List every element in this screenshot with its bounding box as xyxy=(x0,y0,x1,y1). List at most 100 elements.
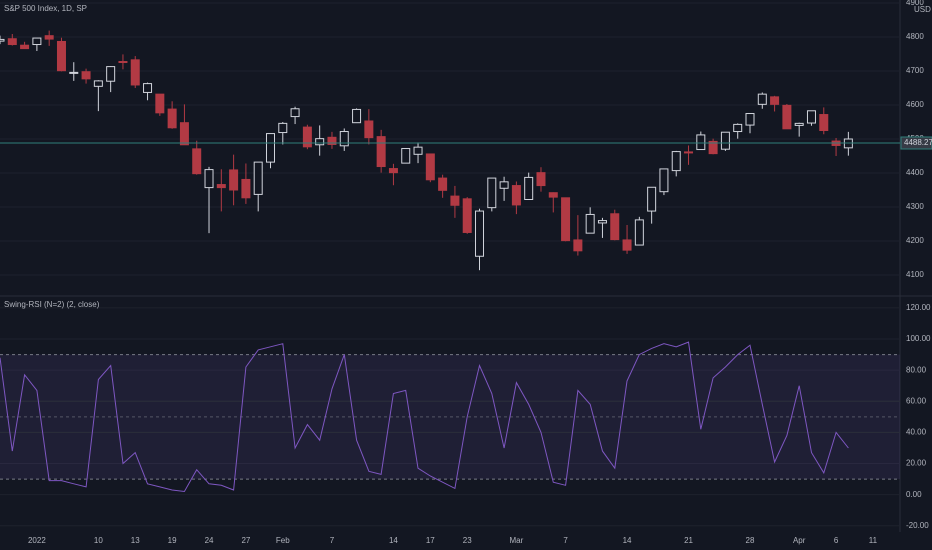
candle-body xyxy=(7,38,17,46)
candle-body xyxy=(659,168,669,193)
x-tick-label: 14 xyxy=(389,536,398,545)
candle-body xyxy=(106,66,116,82)
x-tick-label: Mar xyxy=(510,536,524,545)
candle-body xyxy=(647,186,657,212)
candle-body xyxy=(610,213,620,241)
x-tick-label: 7 xyxy=(563,536,568,545)
candle-body xyxy=(302,126,312,148)
candle-body xyxy=(204,169,214,189)
candle-body xyxy=(450,195,460,206)
y-tick-label: 20.00 xyxy=(906,459,927,468)
price-label-box xyxy=(900,136,932,150)
y-tick-label: 120.00 xyxy=(906,303,931,312)
candle-body xyxy=(806,110,816,124)
candle-body xyxy=(794,122,804,126)
candle-body xyxy=(44,35,54,40)
candle-body xyxy=(265,133,275,163)
candle-body xyxy=(499,181,509,189)
x-tick-label: 10 xyxy=(94,536,103,545)
x-tick-label: Feb xyxy=(276,536,290,545)
x-tick-label: 24 xyxy=(205,536,214,545)
candle-body xyxy=(634,219,644,246)
y-tick-label: 4900 xyxy=(906,0,924,7)
candle-body xyxy=(597,220,607,224)
x-tick-label: 2022 xyxy=(28,536,46,545)
candle-body xyxy=(561,197,571,242)
candle-body xyxy=(819,114,829,132)
candle-body xyxy=(69,71,79,74)
y-tick-label: 100.00 xyxy=(906,334,931,343)
y-tick-label: 4600 xyxy=(906,100,924,109)
x-tick-label: 7 xyxy=(330,536,335,545)
candle-body xyxy=(573,239,583,252)
candle-body xyxy=(155,93,165,114)
y-tick-label: 4700 xyxy=(906,66,924,75)
candle-body xyxy=(782,104,792,130)
candle-body xyxy=(130,59,140,86)
x-tick-label: 14 xyxy=(623,536,632,545)
currency-label: USD xyxy=(914,5,931,14)
y-tick-label: 4300 xyxy=(906,202,924,211)
candle-body xyxy=(548,192,558,198)
candle-body xyxy=(622,239,632,251)
candle-body xyxy=(696,134,706,151)
candle-body xyxy=(327,136,337,145)
candle-body xyxy=(425,153,435,181)
candle-body xyxy=(0,38,5,42)
chart-title: S&P 500 Index, 1D, SP xyxy=(4,4,87,13)
candle-body xyxy=(745,113,755,126)
x-tick-label: Apr xyxy=(793,536,806,545)
x-tick-label: 23 xyxy=(463,536,472,545)
candle-body xyxy=(56,40,66,72)
price-label: 4488.27 xyxy=(904,138,932,147)
candle-body xyxy=(671,151,681,172)
candle-body xyxy=(388,168,398,174)
y-tick-label: 0.00 xyxy=(906,490,922,499)
candle-body xyxy=(179,122,189,146)
candle-body xyxy=(733,123,743,133)
candle-body xyxy=(352,108,362,124)
candle-body xyxy=(684,151,694,154)
candle-body xyxy=(475,210,485,257)
candle-body xyxy=(167,108,177,129)
candle-body xyxy=(290,108,300,118)
candle-body xyxy=(757,93,767,105)
candle-body xyxy=(278,122,288,134)
candle-body xyxy=(339,131,349,147)
candle-body xyxy=(241,178,251,199)
candle-body xyxy=(143,83,153,93)
candle-body xyxy=(315,138,325,146)
y-tick-label: 4100 xyxy=(906,270,924,279)
y-tick-label: 80.00 xyxy=(906,365,927,374)
candle-body xyxy=(376,136,386,168)
candle-body xyxy=(438,177,448,191)
x-tick-label: 21 xyxy=(684,536,693,545)
x-tick-label: 28 xyxy=(746,536,755,545)
candle-body xyxy=(253,161,263,195)
candle-body xyxy=(20,44,30,50)
candle-body xyxy=(216,184,226,189)
candle-body xyxy=(487,177,497,209)
candle-body xyxy=(462,198,472,233)
candle-body xyxy=(118,61,128,64)
candle-body xyxy=(524,176,534,200)
candle-body xyxy=(720,131,730,150)
y-tick-label: 4800 xyxy=(906,32,924,41)
candle-body xyxy=(32,37,42,46)
candle-body xyxy=(511,185,521,206)
candle-body xyxy=(192,148,202,175)
candle-body xyxy=(229,169,239,191)
candle-body xyxy=(81,71,91,80)
y-tick-label: -20.00 xyxy=(906,521,929,530)
x-tick-label: 13 xyxy=(131,536,140,545)
candle-body xyxy=(536,172,546,187)
x-tick-label: 6 xyxy=(834,536,839,545)
y-tick-label: 60.00 xyxy=(906,396,927,405)
y-tick-label: 40.00 xyxy=(906,428,927,437)
rsi-line xyxy=(0,341,849,493)
y-tick-label: 4200 xyxy=(906,236,924,245)
y-tick-label: 4400 xyxy=(906,168,924,177)
candle-body xyxy=(770,96,780,105)
indicator-title: Swing-RSI (N=2) (2, close) xyxy=(4,300,100,309)
